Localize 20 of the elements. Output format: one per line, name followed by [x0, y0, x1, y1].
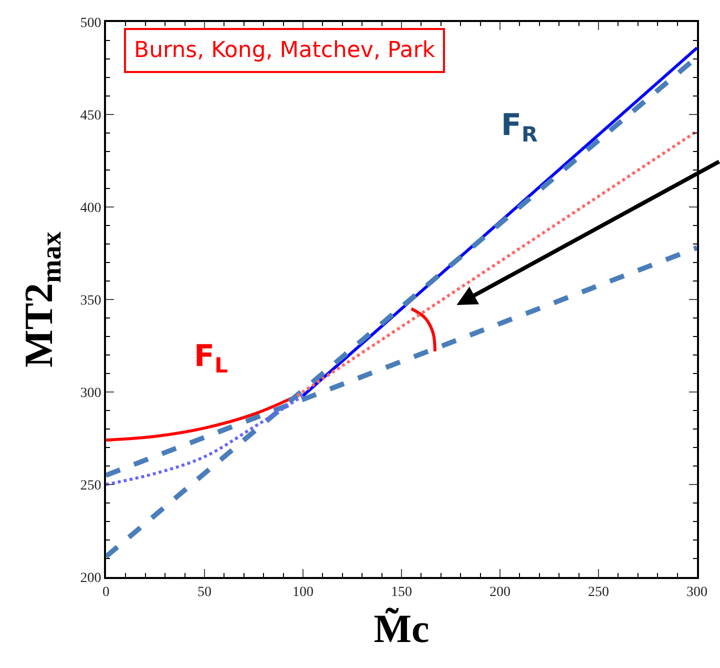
y-tick-label: 350: [80, 293, 102, 308]
x-tick-label: 300: [686, 584, 708, 600]
x-axis-title: M̃c: [374, 606, 430, 651]
series-label: F$_{L}$: [194, 339, 228, 378]
x-tick-label: 200: [490, 584, 510, 600]
y-tick-label: 450: [80, 108, 102, 124]
x-tick-label: 250: [588, 584, 609, 600]
annotation: Burns, Kong, Matchev, Park: [134, 38, 436, 63]
series-label: F$_{R}$: [501, 108, 538, 146]
x-tick-label: 0: [102, 584, 110, 600]
y-tick-label: 200: [80, 570, 102, 586]
line-series: [410, 307, 436, 353]
y-tick-label: 500: [80, 16, 102, 31]
y-tick-label: 300: [80, 386, 102, 401]
line-series: [106, 394, 304, 486]
y-tick-label: 400: [80, 200, 102, 216]
y-tick-label: 250: [80, 478, 102, 494]
x-tick-label: 50: [198, 584, 212, 600]
x-tick-label: 150: [391, 584, 412, 600]
x-tick-label: 100: [292, 584, 314, 600]
